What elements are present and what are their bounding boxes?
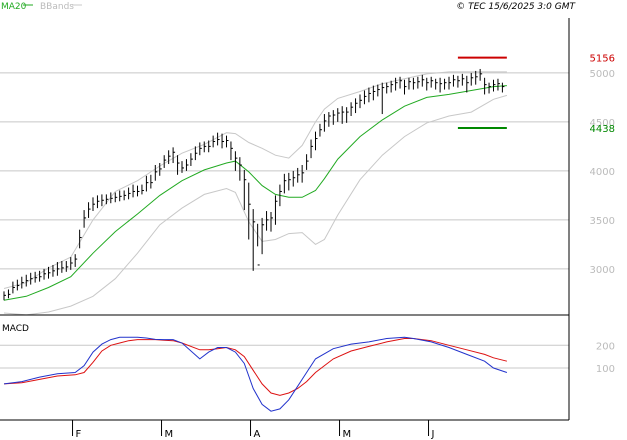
x-axis-tick-label: F [76, 429, 82, 440]
price-y-tick-labels: 5000 4500 4000 3500 3000 [590, 69, 615, 276]
price-gridlines [0, 72, 569, 270]
bbands-lower-line [3, 94, 508, 316]
price-levels: 5156 4438 [457, 54, 615, 135]
x-axis-tick-label: A [254, 429, 261, 440]
macd-lines [3, 336, 508, 412]
price-y-tick-label: 3000 [590, 265, 615, 276]
x-axis-tick-label: J [431, 429, 435, 440]
price-y-tick-label: 4000 [590, 167, 615, 178]
legend-ma20-label: MA20 [1, 2, 27, 12]
price-y-tick-label: 4500 [590, 118, 615, 129]
macd-y-tick-label: 100 [596, 364, 615, 375]
bollinger-bands [3, 71, 508, 316]
x-axis-tick-label: M [165, 429, 174, 440]
price-y-tick-label: 3500 [590, 216, 615, 227]
price-y-tick-label: 5000 [590, 69, 615, 80]
ma20-line [3, 85, 507, 301]
copyright-text: © TEC 15/6/2025 3:0 GMT [456, 2, 576, 12]
legend-bbands-label: BBands [40, 2, 74, 12]
ma20-line-group [3, 85, 507, 301]
price-level-label: 4438 [590, 124, 615, 135]
x-axis-tick-label: M [343, 429, 352, 440]
macd-gridlines [0, 344, 569, 369]
price-bars [3, 68, 505, 301]
legend: MA20 BBands [1, 2, 82, 12]
macd-panel-title: MACD [2, 324, 29, 334]
bbands-upper-line [3, 71, 507, 289]
macd-y-tick-labels: 200 100 [596, 341, 615, 375]
price-level-label: 5156 [590, 54, 615, 65]
macd-y-tick-label: 200 [596, 341, 615, 352]
macd-line [3, 336, 508, 412]
macd-signal-line [3, 338, 508, 396]
